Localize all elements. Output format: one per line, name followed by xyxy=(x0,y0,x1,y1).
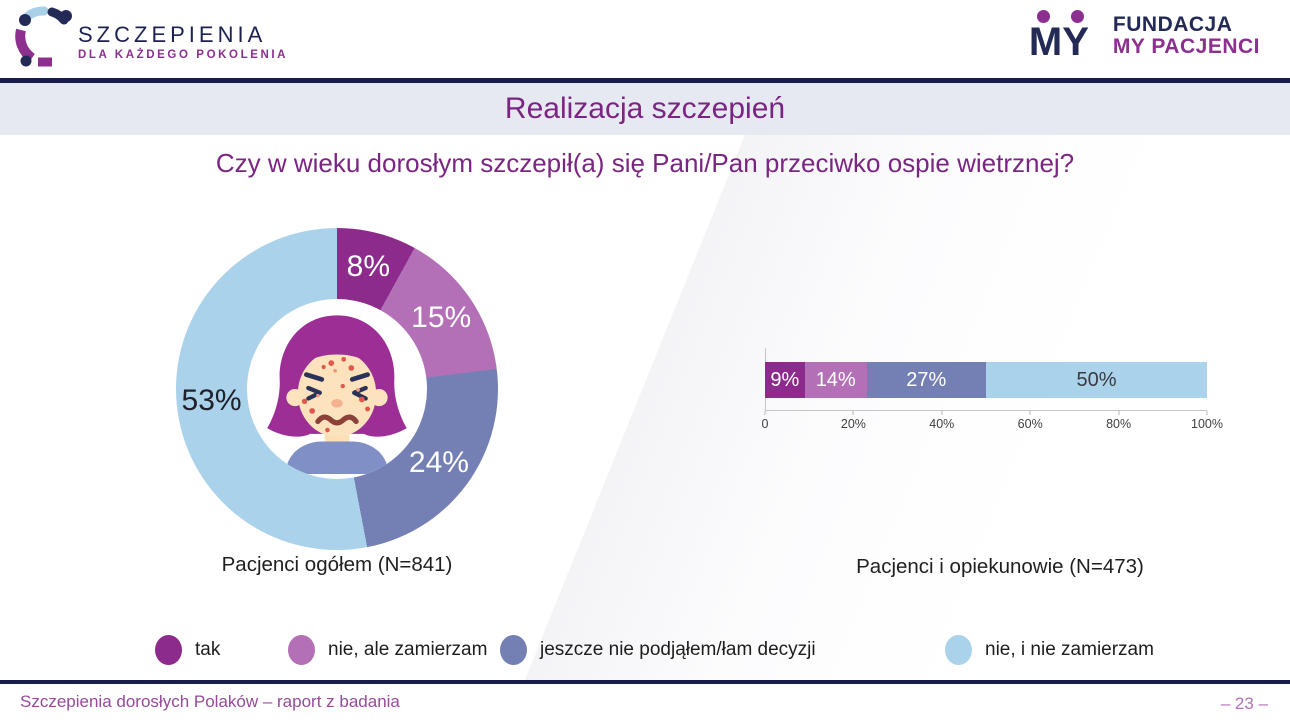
axis-tick xyxy=(1029,411,1031,415)
axis-tick-label: 60% xyxy=(1017,417,1043,431)
header: SZCZEPIENIA DLA KAŻDEGO POKOLENIA MY FUN… xyxy=(0,0,1290,78)
legend-item: tak xyxy=(155,633,220,667)
chickenpox-girl-illustration xyxy=(251,302,423,479)
my-people-icon: MY xyxy=(1029,10,1103,62)
stacked-bar: 9% 14% 27% 50% xyxy=(765,362,1207,398)
legend-swatch-icon xyxy=(155,635,182,665)
donut-chart-wrap: 8% 15% 24% 53% xyxy=(176,228,498,550)
legend-item: nie, i nie zamierzam xyxy=(945,633,1154,667)
bar-value-label: 50% xyxy=(1076,368,1117,391)
bar-value-label: 14% xyxy=(815,368,856,391)
legend-swatch-icon xyxy=(288,635,315,665)
chart-legend: tak nie, ale zamierzam jeszcze nie podjąłe… xyxy=(0,633,1290,669)
axis-tick-label: 0 xyxy=(761,417,769,431)
logo-line1: SZCZEPIENIA xyxy=(78,21,267,47)
legend-label: nie, i nie zamierzam xyxy=(985,639,1154,660)
footer-report-title: Szczepienia dorosłych Polaków – raport z… xyxy=(20,692,400,711)
axis-tick-label: 80% xyxy=(1106,417,1132,431)
donut-value-label: 8% xyxy=(346,249,391,283)
bar-value-label: 27% xyxy=(906,368,947,391)
donut-value-label: 24% xyxy=(408,446,469,480)
fundacja-my-pacjenci-logo: MY FUNDACJA MY PACJENCI xyxy=(1029,10,1260,62)
question-text: Czy w wieku dorosłym szczepił(a) się Pan… xyxy=(215,148,1075,178)
footer-divider xyxy=(0,680,1290,684)
bar-x-axis: 0 20% 40% 60% 80% 100% xyxy=(761,410,1223,431)
axis-tick xyxy=(764,411,766,415)
title-bar: Realizacja szczepień xyxy=(0,83,1290,135)
fundacja-line1: FUNDACJA xyxy=(1112,12,1233,36)
legend-label: tak xyxy=(195,639,221,660)
axis-tick-label: 40% xyxy=(929,417,955,431)
donut-hole xyxy=(247,299,427,479)
legend-label: nie, ale zamierzam xyxy=(328,639,488,660)
szczepienia-logo-text: SZCZEPIENIA DLA KAŻDEGO POKOLENIA xyxy=(78,21,289,62)
axis-tick-label: 20% xyxy=(840,417,866,431)
donut-value-label: 15% xyxy=(411,301,472,335)
person-dot-icon xyxy=(1036,10,1050,23)
bar-segment: 27% xyxy=(866,362,986,398)
legend-label: jeszcze nie podjąłem/łam decyzji xyxy=(540,639,816,660)
bar-segment: 14% xyxy=(804,362,867,398)
axis-tick xyxy=(1206,411,1208,415)
donut-value-label: 53% xyxy=(181,383,242,417)
legend-swatch-icon xyxy=(500,635,527,665)
axis-tick-label: 100% xyxy=(1191,417,1223,431)
page-number: – 23 – xyxy=(1220,694,1268,713)
bar-value-label: 9% xyxy=(770,368,800,391)
legend-swatch-icon xyxy=(945,635,972,665)
legend-item: jeszcze nie podjąłem/łam decyzji xyxy=(500,633,816,667)
bar-segment: 50% xyxy=(985,362,1207,398)
szczepienia-logo: SZCZEPIENIA DLA KAŻDEGO POKOLENIA xyxy=(14,6,288,68)
axis-tick xyxy=(941,411,943,415)
logo-line2: DLA KAŻDEGO POKOLENIA xyxy=(78,49,289,62)
donut-caption: Pacjenci ogółem (N=841) xyxy=(221,553,453,576)
axis-tick xyxy=(852,411,854,415)
szczepienia-circle-icon xyxy=(14,6,74,68)
header-divider xyxy=(0,78,1290,83)
person-dot-icon xyxy=(1070,10,1084,23)
bar-chart: 9% 14% 27% 50% 0 20% 40% 60% 80% 100% xyxy=(761,348,1223,431)
axis-tick xyxy=(1118,411,1120,415)
page-title: Realizacja szczepień xyxy=(504,92,786,125)
bar-caption: Pacjenci i opiekunowie (N=473) xyxy=(856,555,1144,578)
fundacja-logo-text: FUNDACJA MY PACJENCI xyxy=(1112,12,1260,58)
my-letters: MY xyxy=(1028,20,1089,64)
footer: Szczepienia dorosłych Polaków – raport z… xyxy=(0,684,1290,726)
legend-item: nie, ale zamierzam xyxy=(288,633,487,667)
fundacja-line2: MY PACJENCI xyxy=(1112,35,1260,58)
bar-segment: 9% xyxy=(765,362,805,398)
